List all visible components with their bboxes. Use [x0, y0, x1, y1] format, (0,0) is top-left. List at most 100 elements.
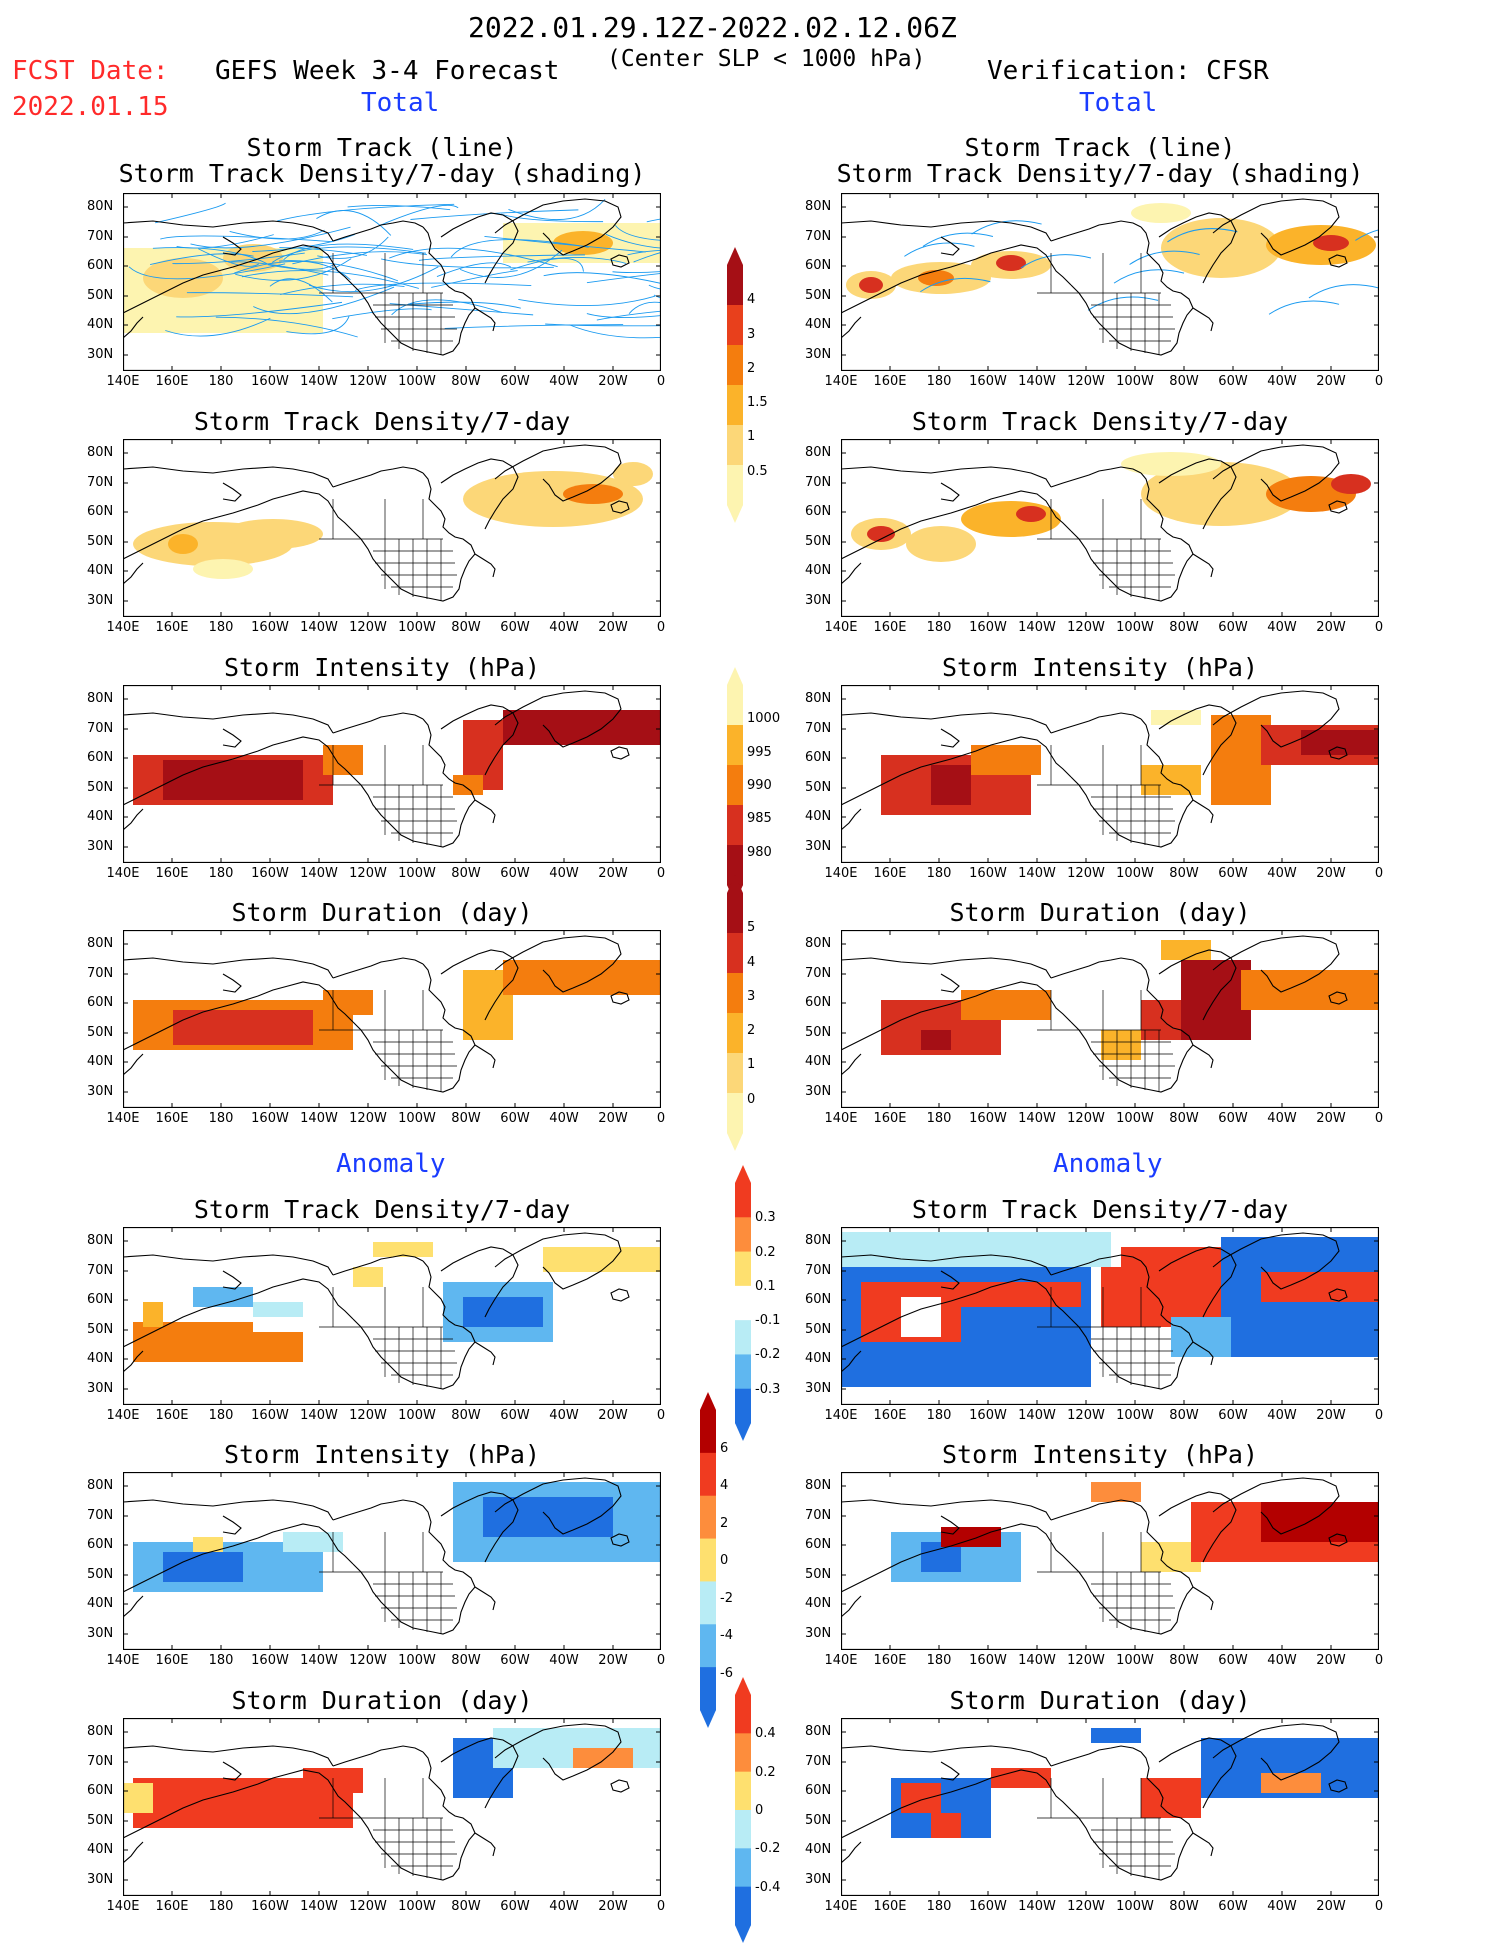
colorbar-segment [727, 1053, 743, 1094]
coastline [1193, 800, 1213, 823]
lon-label: 160W [251, 1111, 289, 1126]
lon-label: 100W [398, 620, 436, 635]
shading-cell [1091, 1728, 1141, 1743]
lon-label: 100W [398, 866, 436, 881]
lon-label: 0 [1375, 1899, 1383, 1914]
lat-label: 50N [87, 1813, 113, 1828]
colorbar-label: 985 [747, 811, 772, 826]
lon-label: 60W [1218, 1653, 1247, 1668]
lat-label: 80N [805, 936, 831, 951]
panel-title: Storm Track Density/7-day [912, 1197, 1288, 1222]
lon-label: 120W [1067, 1408, 1105, 1423]
lon-label: 180 [927, 1899, 952, 1914]
coastline [123, 563, 143, 584]
coastline [223, 1271, 241, 1289]
lon-label: 120W [1067, 620, 1105, 635]
lat-label: 50N [805, 288, 831, 303]
shading-blob [859, 277, 883, 293]
shading-blob [193, 559, 253, 579]
lon-label: 20W [598, 374, 627, 389]
lon-label: 160W [969, 1899, 1007, 1914]
lat-label: 60N [805, 1537, 831, 1552]
colorbar [727, 667, 743, 903]
map-panel-r3-c1 [841, 930, 1379, 1108]
lon-label: 20W [598, 1899, 627, 1914]
lon-label: 20W [1316, 620, 1345, 635]
lon-label: 80W [451, 866, 480, 881]
lon-label: 120W [349, 1111, 387, 1126]
colorbar-cap-bottom [735, 1423, 751, 1441]
coastline [841, 563, 861, 584]
coastline [1051, 1746, 1141, 1766]
storm-track-line [649, 277, 661, 291]
lon-label: 40W [1267, 620, 1296, 635]
lon-label: 80W [451, 1408, 480, 1423]
lon-label: 140E [824, 1408, 857, 1423]
colorbar-label: 1 [747, 429, 755, 444]
lat-label: 60N [805, 1783, 831, 1798]
lon-label: 0 [657, 1899, 665, 1914]
colorbar-label: 5 [747, 920, 755, 935]
lon-label: 140W [300, 620, 338, 635]
lat-label: 70N [87, 721, 113, 736]
coastline [123, 1842, 143, 1863]
shading-cell [163, 1552, 243, 1582]
coastline [841, 1054, 861, 1075]
lon-label: 100W [1116, 1408, 1154, 1423]
lon-label: 20W [1316, 374, 1345, 389]
colorbar [700, 1392, 716, 1728]
coastline [475, 1587, 495, 1610]
colorbar-segment [735, 1848, 751, 1887]
lat-label: 70N [805, 721, 831, 736]
lon-label: 60W [500, 1408, 529, 1423]
shading-cell [1171, 1317, 1231, 1357]
coastline [941, 729, 959, 747]
lon-label: 80W [1169, 1653, 1198, 1668]
map-panel-r5-c1 [841, 1472, 1379, 1650]
lon-label: 0 [1375, 866, 1383, 881]
shading-cell [1301, 730, 1379, 755]
panel-subtitle: Storm Track Density/7-day (shading) [119, 161, 646, 186]
shading-cell [931, 765, 971, 805]
shading-cell [503, 960, 661, 995]
map-panel-r0-c1 [841, 193, 1379, 371]
coastline [1071, 285, 1193, 355]
coastline [941, 974, 959, 992]
lat-label: 60N [805, 504, 831, 519]
colorbar-cap-bottom [700, 1710, 716, 1728]
colorbar-segment [727, 265, 743, 306]
coastline [123, 1054, 143, 1075]
colorbar-label: -0.1 [755, 1313, 780, 1328]
lon-label: 140E [106, 1111, 139, 1126]
shading-cell [253, 1332, 303, 1362]
colorbar-segment [727, 933, 743, 974]
lon-label: 120W [1067, 374, 1105, 389]
map-panel-r6-c0 [123, 1718, 661, 1896]
coastline [1193, 308, 1213, 331]
coastline [941, 483, 959, 501]
coastline [333, 1500, 423, 1520]
lon-label: 140W [1018, 1653, 1056, 1668]
lon-label: 160E [155, 1899, 188, 1914]
panel-title: Storm Duration (day) [231, 900, 532, 925]
colorbar-segment [727, 893, 743, 934]
colorbar-segment [735, 1887, 751, 1926]
colorbar-segment [735, 1695, 751, 1734]
lon-label: 140E [824, 1653, 857, 1668]
lon-label: 140E [106, 1653, 139, 1668]
colorbar [735, 1165, 751, 1441]
lat-label: 40N [87, 1596, 113, 1611]
lon-label: 80W [1169, 620, 1198, 635]
lon-label: 40W [1267, 1899, 1296, 1914]
lon-label: 40W [549, 1408, 578, 1423]
lon-label: 140W [300, 1408, 338, 1423]
lat-label: 80N [805, 1478, 831, 1493]
lat-label: 70N [87, 1508, 113, 1523]
lat-label: 30N [87, 839, 113, 854]
storm-track-line [155, 203, 225, 223]
coastline [841, 809, 861, 830]
coastline [841, 713, 1051, 733]
coastline [223, 1762, 241, 1780]
map-panel-r1-c0 [123, 439, 661, 617]
lon-label: 140W [1018, 1899, 1056, 1914]
